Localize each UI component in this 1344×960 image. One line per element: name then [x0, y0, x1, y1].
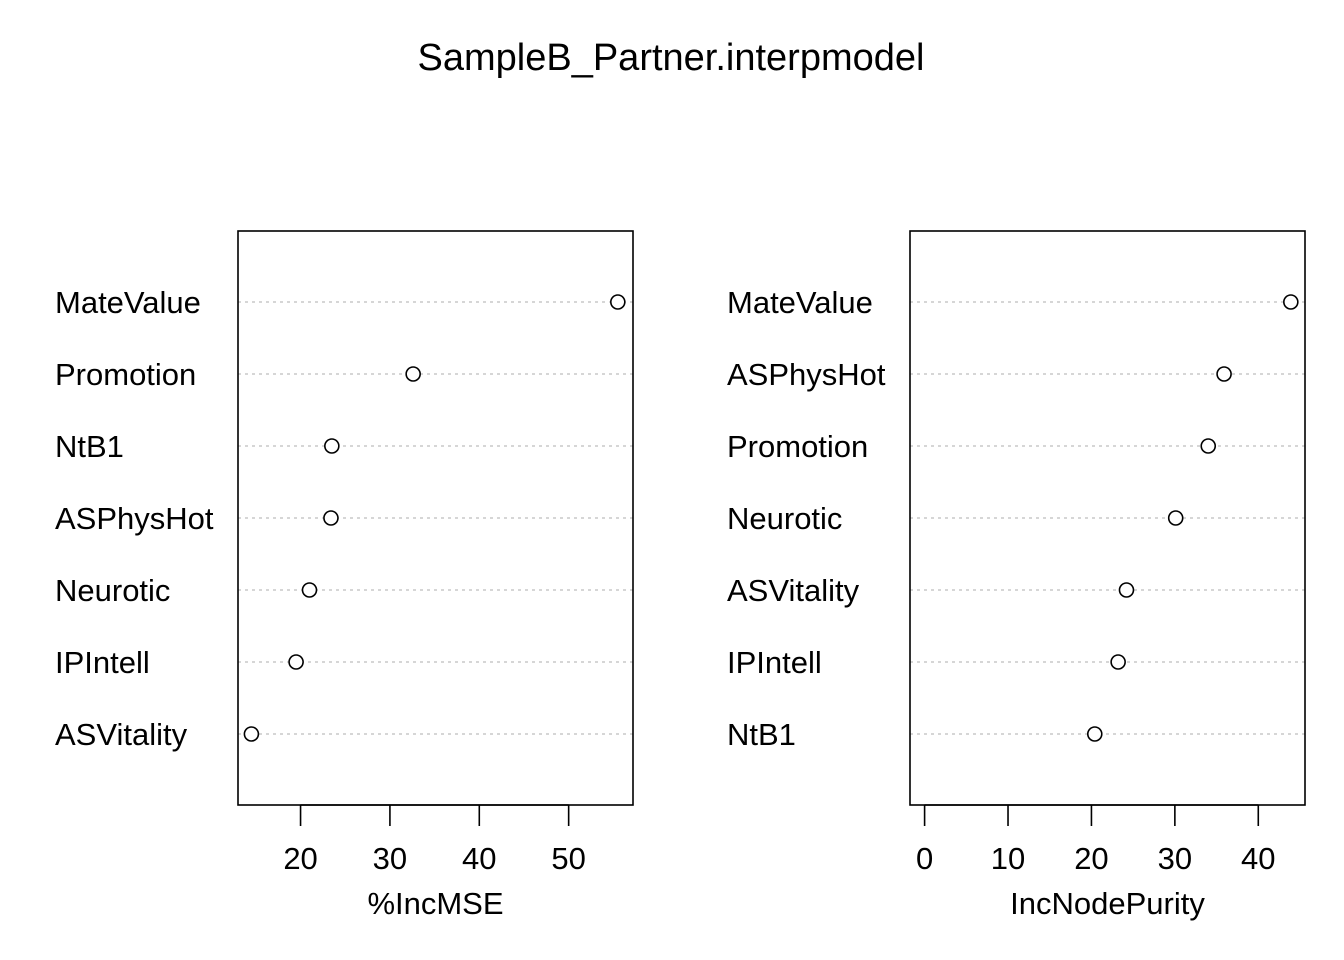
- category-label: ASVitality: [55, 717, 188, 752]
- category-label: ASPhysHot: [727, 357, 886, 392]
- x-tick-label: 40: [462, 841, 496, 876]
- data-point: [323, 510, 339, 526]
- category-label: MateValue: [55, 285, 201, 320]
- data-point: [1200, 438, 1217, 454]
- data-point: [243, 726, 260, 742]
- x-tick-label: 30: [1158, 841, 1192, 876]
- data-point: [324, 438, 340, 454]
- category-label: Neurotic: [727, 501, 842, 536]
- data-point: [288, 654, 304, 670]
- category-label: ASVitality: [727, 573, 860, 608]
- category-label: IPIntell: [727, 645, 822, 680]
- x-tick-label: 20: [283, 841, 317, 876]
- x-tick-label: 50: [551, 841, 585, 876]
- data-point: [1086, 726, 1103, 742]
- data-point: [1118, 582, 1135, 598]
- data-point: [301, 582, 318, 598]
- category-label: NtB1: [727, 717, 796, 752]
- x-tick-label: 20: [1074, 841, 1108, 876]
- category-label: MateValue: [727, 285, 873, 320]
- data-point: [1110, 654, 1126, 670]
- category-label: ASPhysHot: [55, 501, 214, 536]
- chart-title: SampleB_Partner.interpmodel: [418, 37, 925, 79]
- panel-incmse: MateValue Promotion NtB1 ASPhysHot Neurotic I…: [55, 230, 634, 921]
- category-label: IPIntell: [55, 645, 150, 680]
- data-point: [1216, 366, 1232, 382]
- x-tick-label: 0: [916, 841, 933, 876]
- category-label: Promotion: [55, 357, 196, 392]
- category-label: Neurotic: [55, 573, 170, 608]
- panel-incnodepurity: MateValue ASPhysHot Promotion Neurotic ASVit…: [727, 230, 1306, 921]
- x-tick-label: 30: [373, 841, 407, 876]
- data-point: [405, 366, 421, 382]
- data-point: [1167, 510, 1184, 526]
- x-axis-label: IncNodePurity: [1010, 886, 1205, 921]
- x-tick-label: 40: [1241, 841, 1275, 876]
- x-axis-label: %IncMSE: [367, 886, 503, 921]
- data-point: [1283, 294, 1299, 310]
- category-label: NtB1: [55, 429, 124, 464]
- category-label: Promotion: [727, 429, 868, 464]
- x-tick-label: 10: [991, 841, 1025, 876]
- data-point: [610, 294, 626, 310]
